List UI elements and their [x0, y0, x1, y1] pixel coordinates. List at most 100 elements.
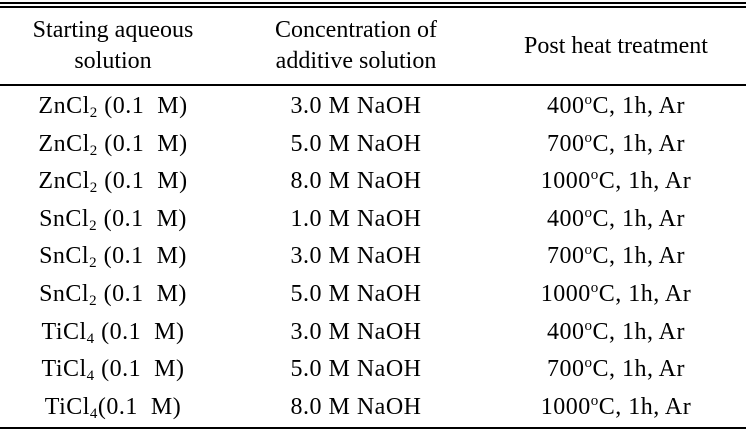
concentration-text: (0.1 M) — [97, 93, 188, 119]
degree-superscript: o — [590, 167, 599, 184]
formula-subscript: 4 — [89, 405, 98, 422]
top-rule-inner — [0, 6, 746, 8]
table-row: ZnCl2 (0.1 M) 5.0 M NaOH 700oC, 1h, Ar — [0, 126, 746, 164]
header-line: Concentration of — [275, 17, 437, 43]
cell-starting-solution: TiCl4 (0.1 M) — [0, 314, 226, 352]
temperature-value: 700 — [546, 356, 585, 383]
treatment-conditions: C, 1h, Ar — [592, 93, 685, 119]
cell-additive-concentration: 3.0 M NaOH — [290, 243, 422, 270]
treatment-conditions: C, 1h, Ar — [592, 356, 685, 383]
degree-superscript: o — [584, 355, 593, 372]
cell-post-heat-treatment: 1000oC, 1h, Ar — [486, 276, 746, 314]
concentration-text: (0.1 M) — [94, 318, 185, 345]
temperature-value: 1000 — [540, 393, 591, 420]
cell-additive-concentration: 8.0 M NaOH — [290, 168, 422, 195]
treatment-conditions: C, 1h, Ar — [592, 243, 685, 270]
cell-post-heat-treatment: 1000oC, 1h, Ar — [486, 163, 746, 201]
treatment-conditions: C, 1h, Ar — [598, 280, 692, 307]
formula-base: SnCl — [39, 280, 90, 307]
formula-subscript: 2 — [89, 180, 98, 197]
treatment-conditions: C, 1h, Ar — [592, 130, 685, 157]
cell-starting-solution: ZnCl2 (0.1 M) — [0, 88, 226, 126]
header-line: Post heat treatment — [524, 32, 708, 59]
table-row: TiCl4 (0.1 M) 5.0 M NaOH 700oC, 1h, Ar — [0, 351, 746, 389]
formula-subscript: 4 — [86, 330, 95, 347]
cell-additive-concentration: 5.0 M NaOH — [290, 280, 422, 307]
concentration-text: (0.1 M) — [94, 356, 185, 383]
table-row: SnCl2 (0.1 M) 3.0 M NaOH 700oC, 1h, Ar — [0, 238, 746, 276]
formula-base: ZnCl — [38, 130, 90, 157]
header-post-heat-treatment: Post heat treatment — [486, 12, 746, 80]
table-body: ZnCl2 (0.1 M) 3.0 M NaOH 400oC, 1h, Ar ZnCl… — [0, 88, 746, 426]
formula-base: TiCl — [41, 318, 87, 345]
formula-base: SnCl — [39, 243, 90, 270]
formula-base: TiCl — [44, 393, 90, 420]
formula-subscript: 2 — [89, 292, 98, 309]
header-starting-solution: Starting aqueous solution — [0, 12, 226, 80]
table-row: TiCl4(0.1 M) 8.0 M NaOH 1000oC, 1h, Ar — [0, 389, 746, 427]
cell-starting-solution: TiCl4 (0.1 M) — [0, 351, 226, 389]
formula-subscript: 2 — [89, 105, 98, 121]
cell-starting-solution: TiCl4(0.1 M) — [0, 389, 226, 427]
treatment-conditions: C, 1h, Ar — [598, 168, 692, 195]
cell-additive-concentration: 3.0 M NaOH — [290, 318, 422, 345]
concentration-text: (0.1 M) — [97, 130, 188, 157]
cell-starting-solution: ZnCl2 (0.1 M) — [0, 126, 226, 164]
header-additive-concentration: Concentration of additive solution — [226, 12, 486, 80]
formula-base: TiCl — [41, 356, 87, 383]
formula-subscript: 2 — [89, 142, 98, 159]
cell-post-heat-treatment: 400oC, 1h, Ar — [486, 201, 746, 239]
degree-superscript: o — [584, 317, 593, 334]
cell-post-heat-treatment: 700oC, 1h, Ar — [486, 126, 746, 164]
table-row: ZnCl2 (0.1 M) 8.0 M NaOH 1000oC, 1h, Ar — [0, 163, 746, 201]
cell-additive-concentration: 1.0 M NaOH — [290, 205, 422, 232]
formula-base: ZnCl — [38, 93, 90, 119]
degree-superscript: o — [584, 92, 593, 108]
temperature-value: 400 — [546, 318, 585, 345]
cell-starting-solution: SnCl2 (0.1 M) — [0, 276, 226, 314]
cell-additive-concentration: 3.0 M NaOH — [290, 93, 422, 119]
temperature-value: 700 — [546, 243, 585, 270]
cell-post-heat-treatment: 400oC, 1h, Ar — [486, 88, 746, 126]
temperature-value: 400 — [546, 93, 585, 119]
temperature-value: 1000 — [540, 168, 591, 195]
formula-subscript: 4 — [86, 368, 95, 385]
treatment-conditions: C, 1h, Ar — [598, 393, 692, 420]
table-row: ZnCl2 (0.1 M) 3.0 M NaOH 400oC, 1h, Ar — [0, 88, 746, 126]
cell-starting-solution: SnCl2 (0.1 M) — [0, 238, 226, 276]
degree-superscript: o — [590, 392, 599, 409]
cell-starting-solution: SnCl2 (0.1 M) — [0, 201, 226, 239]
treatment-conditions: C, 1h, Ar — [592, 318, 685, 345]
cell-post-heat-treatment: 1000oC, 1h, Ar — [486, 389, 746, 427]
treatment-conditions: C, 1h, Ar — [592, 205, 685, 232]
degree-superscript: o — [584, 129, 593, 146]
cell-additive-concentration: 5.0 M NaOH — [290, 130, 422, 157]
concentration-text: (0.1 M) — [97, 205, 187, 232]
header-rule — [0, 84, 746, 86]
cell-additive-concentration: 5.0 M NaOH — [290, 356, 422, 383]
degree-superscript: o — [590, 279, 599, 296]
header-line: Starting aqueous — [32, 17, 194, 43]
cell-additive-concentration: 8.0 M NaOH — [290, 393, 422, 420]
temperature-value: 400 — [546, 205, 585, 232]
temperature-value: 700 — [546, 130, 585, 157]
temperature-value: 1000 — [540, 280, 591, 307]
cell-starting-solution: ZnCl2 (0.1 M) — [0, 163, 226, 201]
formula-base: SnCl — [39, 205, 90, 232]
bottom-rule — [0, 427, 746, 429]
degree-superscript: o — [584, 204, 593, 221]
concentration-text: (0.1 M) — [97, 280, 187, 307]
header-line: additive solution — [275, 48, 437, 74]
concentration-text: (0.1 M) — [97, 243, 187, 270]
formula-subscript: 2 — [89, 255, 98, 272]
degree-superscript: o — [584, 242, 593, 259]
concentration-text: (0.1 M) — [97, 393, 182, 420]
cell-post-heat-treatment: 700oC, 1h, Ar — [486, 351, 746, 389]
table-row: SnCl2 (0.1 M) 1.0 M NaOH 400oC, 1h, Ar — [0, 201, 746, 239]
cell-post-heat-treatment: 400oC, 1h, Ar — [486, 314, 746, 352]
formula-base: ZnCl — [38, 168, 90, 195]
top-rule-outer — [0, 2, 746, 4]
concentration-text: (0.1 M) — [97, 168, 188, 195]
header-line: solution — [74, 48, 152, 74]
